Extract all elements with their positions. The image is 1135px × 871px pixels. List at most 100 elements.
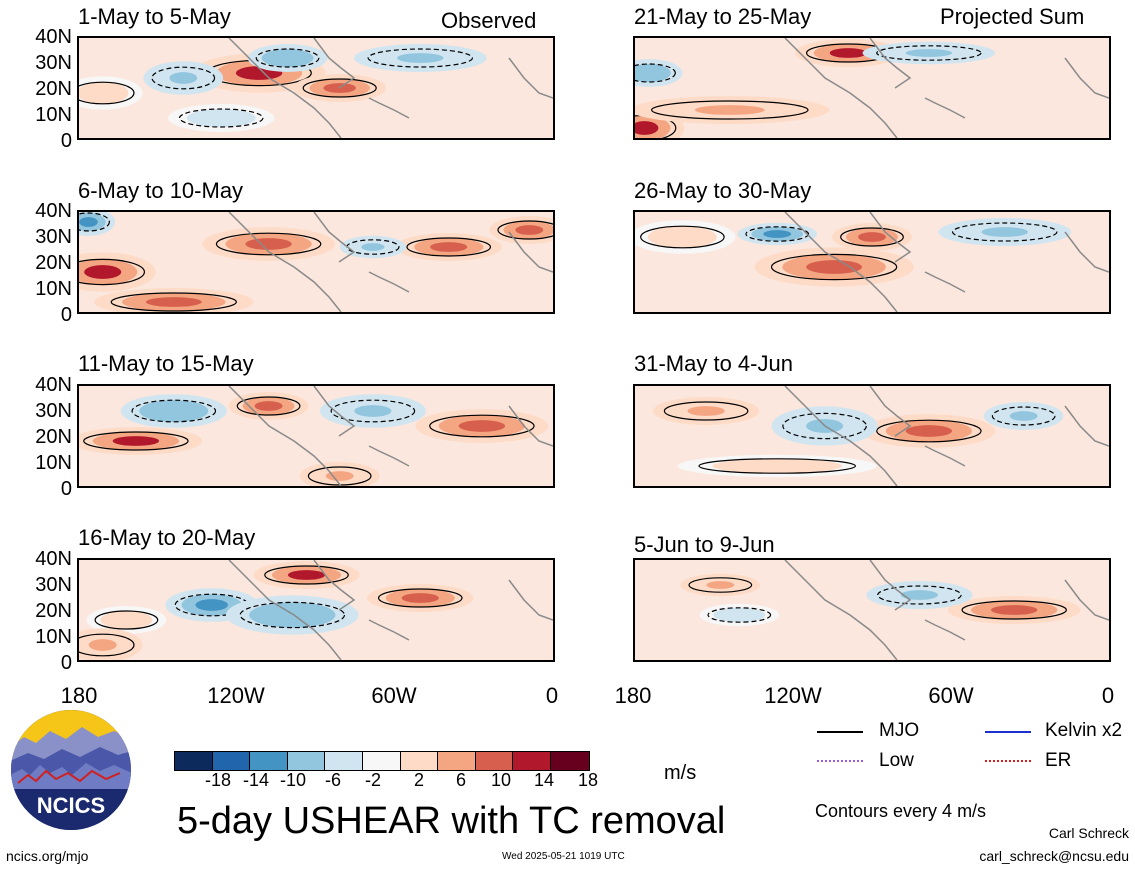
mjo-contour — [961, 600, 1067, 620]
mjo-contour — [991, 406, 1056, 426]
y-tick-p4-30n: 30N — [35, 574, 72, 596]
mjo-contour — [707, 607, 772, 623]
main-title: 5-day USHEAR with TC removal — [177, 800, 726, 842]
map-panel-4 — [77, 558, 555, 662]
colorbar-swatch — [550, 752, 589, 770]
shear-anomaly-blob — [401, 593, 439, 603]
legend-kelvin-line — [985, 731, 1031, 733]
mjo-contour — [698, 458, 857, 474]
shear-anomaly-blob — [88, 87, 117, 99]
y-tick-p2-10n: 10N — [35, 278, 72, 300]
legend-low-label: Low — [879, 750, 914, 771]
shear-anomaly-blob — [725, 611, 754, 619]
footer-email[interactable]: carl_schreck@ncsu.edu — [979, 848, 1129, 864]
legend-er-line — [985, 760, 1031, 762]
panel-title-6: 26-May to 30-May — [634, 178, 812, 203]
shear-anomaly-blob — [245, 238, 292, 250]
shear-anomaly-blob — [84, 265, 122, 279]
shear-anomaly-blob — [829, 48, 867, 58]
y-tick-p2-20n: 20N — [35, 252, 72, 274]
x-tick-right-0: 0 — [1101, 683, 1115, 708]
mjo-contour — [302, 78, 377, 98]
map-field — [79, 38, 553, 138]
panel-tag-observed: Observed — [441, 8, 537, 33]
shear-anomaly-blob — [905, 425, 953, 437]
mjo-contour — [79, 258, 145, 286]
mjo-contour — [178, 108, 264, 128]
x-tick-right-180: 180 — [614, 683, 652, 708]
coastline — [784, 386, 1109, 486]
panel-title-7: 31-May to 4-Jun — [634, 351, 793, 376]
y-tick-p3-0: 0 — [60, 478, 72, 500]
coastline — [784, 212, 1109, 312]
mjo-contour — [429, 414, 535, 438]
shear-anomaly-blob — [273, 53, 302, 63]
colorbar-tick: 10 — [490, 770, 512, 790]
colorbar-swatch — [175, 752, 213, 770]
mjo-contour — [876, 419, 982, 443]
map-panel-6 — [633, 210, 1111, 314]
shear-anomaly-blob — [905, 49, 953, 57]
mjo-contour — [131, 399, 217, 423]
y-tick-p3-40n: 40N — [35, 374, 72, 396]
colorbar-unit: m/s — [664, 762, 697, 784]
panel-title-3: 11-May to 15-May — [78, 351, 254, 376]
mjo-contour — [79, 81, 135, 105]
mjo-contour — [951, 222, 1058, 242]
shear-anomaly-blob — [195, 599, 228, 611]
y-tick-p4-0: 0 — [60, 652, 72, 674]
footer-timestamp: Wed 2025-05-21 1019 UTC — [502, 851, 625, 862]
shear-anomaly-blob — [1009, 411, 1038, 421]
colorbar — [174, 751, 590, 771]
y-tick-p3-30n: 30N — [35, 400, 72, 422]
shear-anomaly-blob — [990, 605, 1038, 615]
mjo-contour — [151, 66, 216, 90]
x-tick-left-180: 180 — [60, 683, 98, 708]
shear-anomaly-blob — [635, 121, 659, 135]
mjo-contour — [215, 232, 322, 256]
map-field — [635, 212, 1109, 312]
panel-title-5: 21-May to 25-May — [634, 4, 812, 29]
map-panel-7 — [633, 384, 1111, 488]
map-panel-5 — [633, 36, 1111, 140]
mjo-contour — [406, 237, 492, 257]
legend-kelvin-label: Kelvin x2 — [1045, 720, 1123, 741]
footer-author: Carl Schreck — [1048, 825, 1129, 841]
panel-title-8: 5-Jun to 9-Jun — [634, 532, 775, 557]
contour-note: Contours every 4 m/s — [815, 801, 987, 821]
shear-anomaly-blob — [269, 608, 316, 622]
shear-anomaly-blob — [430, 242, 468, 252]
colorbar-tick: -2 — [364, 770, 382, 790]
mjo-contour — [497, 220, 553, 240]
y-tick-p2-30n: 30N — [35, 226, 72, 248]
shear-anomaly-blob — [706, 581, 735, 589]
mjo-contour — [367, 48, 474, 68]
shear-anomaly-blob — [169, 72, 198, 84]
shear-anomaly-blob — [900, 590, 938, 600]
coastline — [784, 38, 1109, 138]
map-field — [635, 386, 1109, 486]
shear-anomaly-blob — [687, 406, 725, 416]
mjo-contour — [663, 401, 749, 421]
shear-anomaly-blob — [515, 225, 544, 235]
shear-anomaly-blob — [354, 405, 392, 417]
shear-anomaly-blob — [361, 243, 385, 251]
panel-title-1: 1-May to 5-May — [78, 4, 231, 29]
map-panel-1 — [77, 36, 555, 140]
panel-tag-projected: Projected Sum — [940, 4, 1085, 29]
shear-anomaly-blob — [202, 113, 240, 123]
colorbar-swatch — [250, 752, 288, 770]
x-tick-left-60w: 60W — [371, 683, 417, 708]
coastline — [784, 560, 1109, 660]
y-tick-p1-20n: 20N — [35, 78, 72, 100]
footer-url[interactable]: ncics.org/mjo — [6, 848, 89, 864]
mjo-contour — [876, 45, 982, 61]
shear-anomaly-blob — [397, 53, 444, 63]
map-field — [635, 38, 1109, 138]
shear-anomaly-blob — [458, 420, 506, 432]
mjo-contour — [640, 225, 725, 249]
shear-anomaly-blob — [742, 462, 813, 470]
y-tick-p3-10n: 10N — [35, 452, 72, 474]
y-tick-p1-0: 0 — [60, 130, 72, 152]
x-tick-right-120w: 120W — [764, 683, 822, 708]
